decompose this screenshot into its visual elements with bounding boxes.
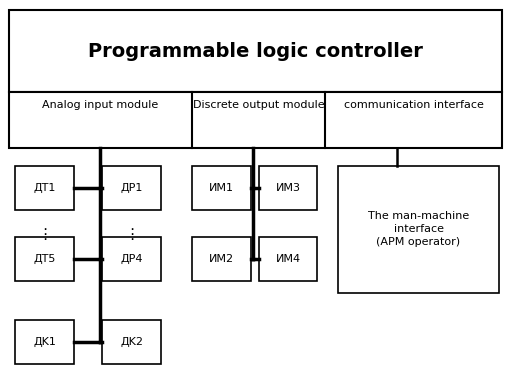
FancyBboxPatch shape — [15, 237, 74, 281]
Text: ДK2: ДK2 — [120, 336, 143, 347]
FancyBboxPatch shape — [9, 92, 502, 148]
Text: communication interface: communication interface — [344, 100, 483, 110]
FancyBboxPatch shape — [102, 237, 161, 281]
FancyBboxPatch shape — [192, 166, 251, 210]
FancyBboxPatch shape — [9, 10, 502, 92]
Text: ИM3: ИM3 — [275, 183, 301, 192]
Text: Analog input module: Analog input module — [42, 100, 159, 110]
FancyBboxPatch shape — [102, 320, 161, 364]
Text: ДP1: ДP1 — [121, 182, 143, 193]
Text: ⋮: ⋮ — [124, 228, 139, 242]
FancyBboxPatch shape — [192, 237, 251, 281]
Text: ИM2: ИM2 — [209, 254, 234, 264]
Text: The man-machine
interface
(APM operator): The man-machine interface (APM operator) — [368, 211, 469, 247]
Text: ДT1: ДT1 — [34, 182, 56, 193]
FancyBboxPatch shape — [15, 166, 74, 210]
FancyBboxPatch shape — [259, 166, 317, 210]
Text: ДP4: ДP4 — [121, 254, 143, 264]
FancyBboxPatch shape — [102, 166, 161, 210]
FancyBboxPatch shape — [338, 166, 499, 293]
FancyBboxPatch shape — [259, 237, 317, 281]
Text: ИM4: ИM4 — [275, 254, 301, 264]
Text: Programmable logic controller: Programmable logic controller — [88, 42, 423, 60]
Text: ⋮: ⋮ — [37, 228, 52, 242]
Text: ИM1: ИM1 — [209, 183, 234, 192]
Text: Discrete output module: Discrete output module — [193, 100, 325, 110]
Text: ДK1: ДK1 — [33, 336, 56, 347]
FancyBboxPatch shape — [15, 320, 74, 364]
Text: ДT5: ДT5 — [34, 254, 56, 264]
